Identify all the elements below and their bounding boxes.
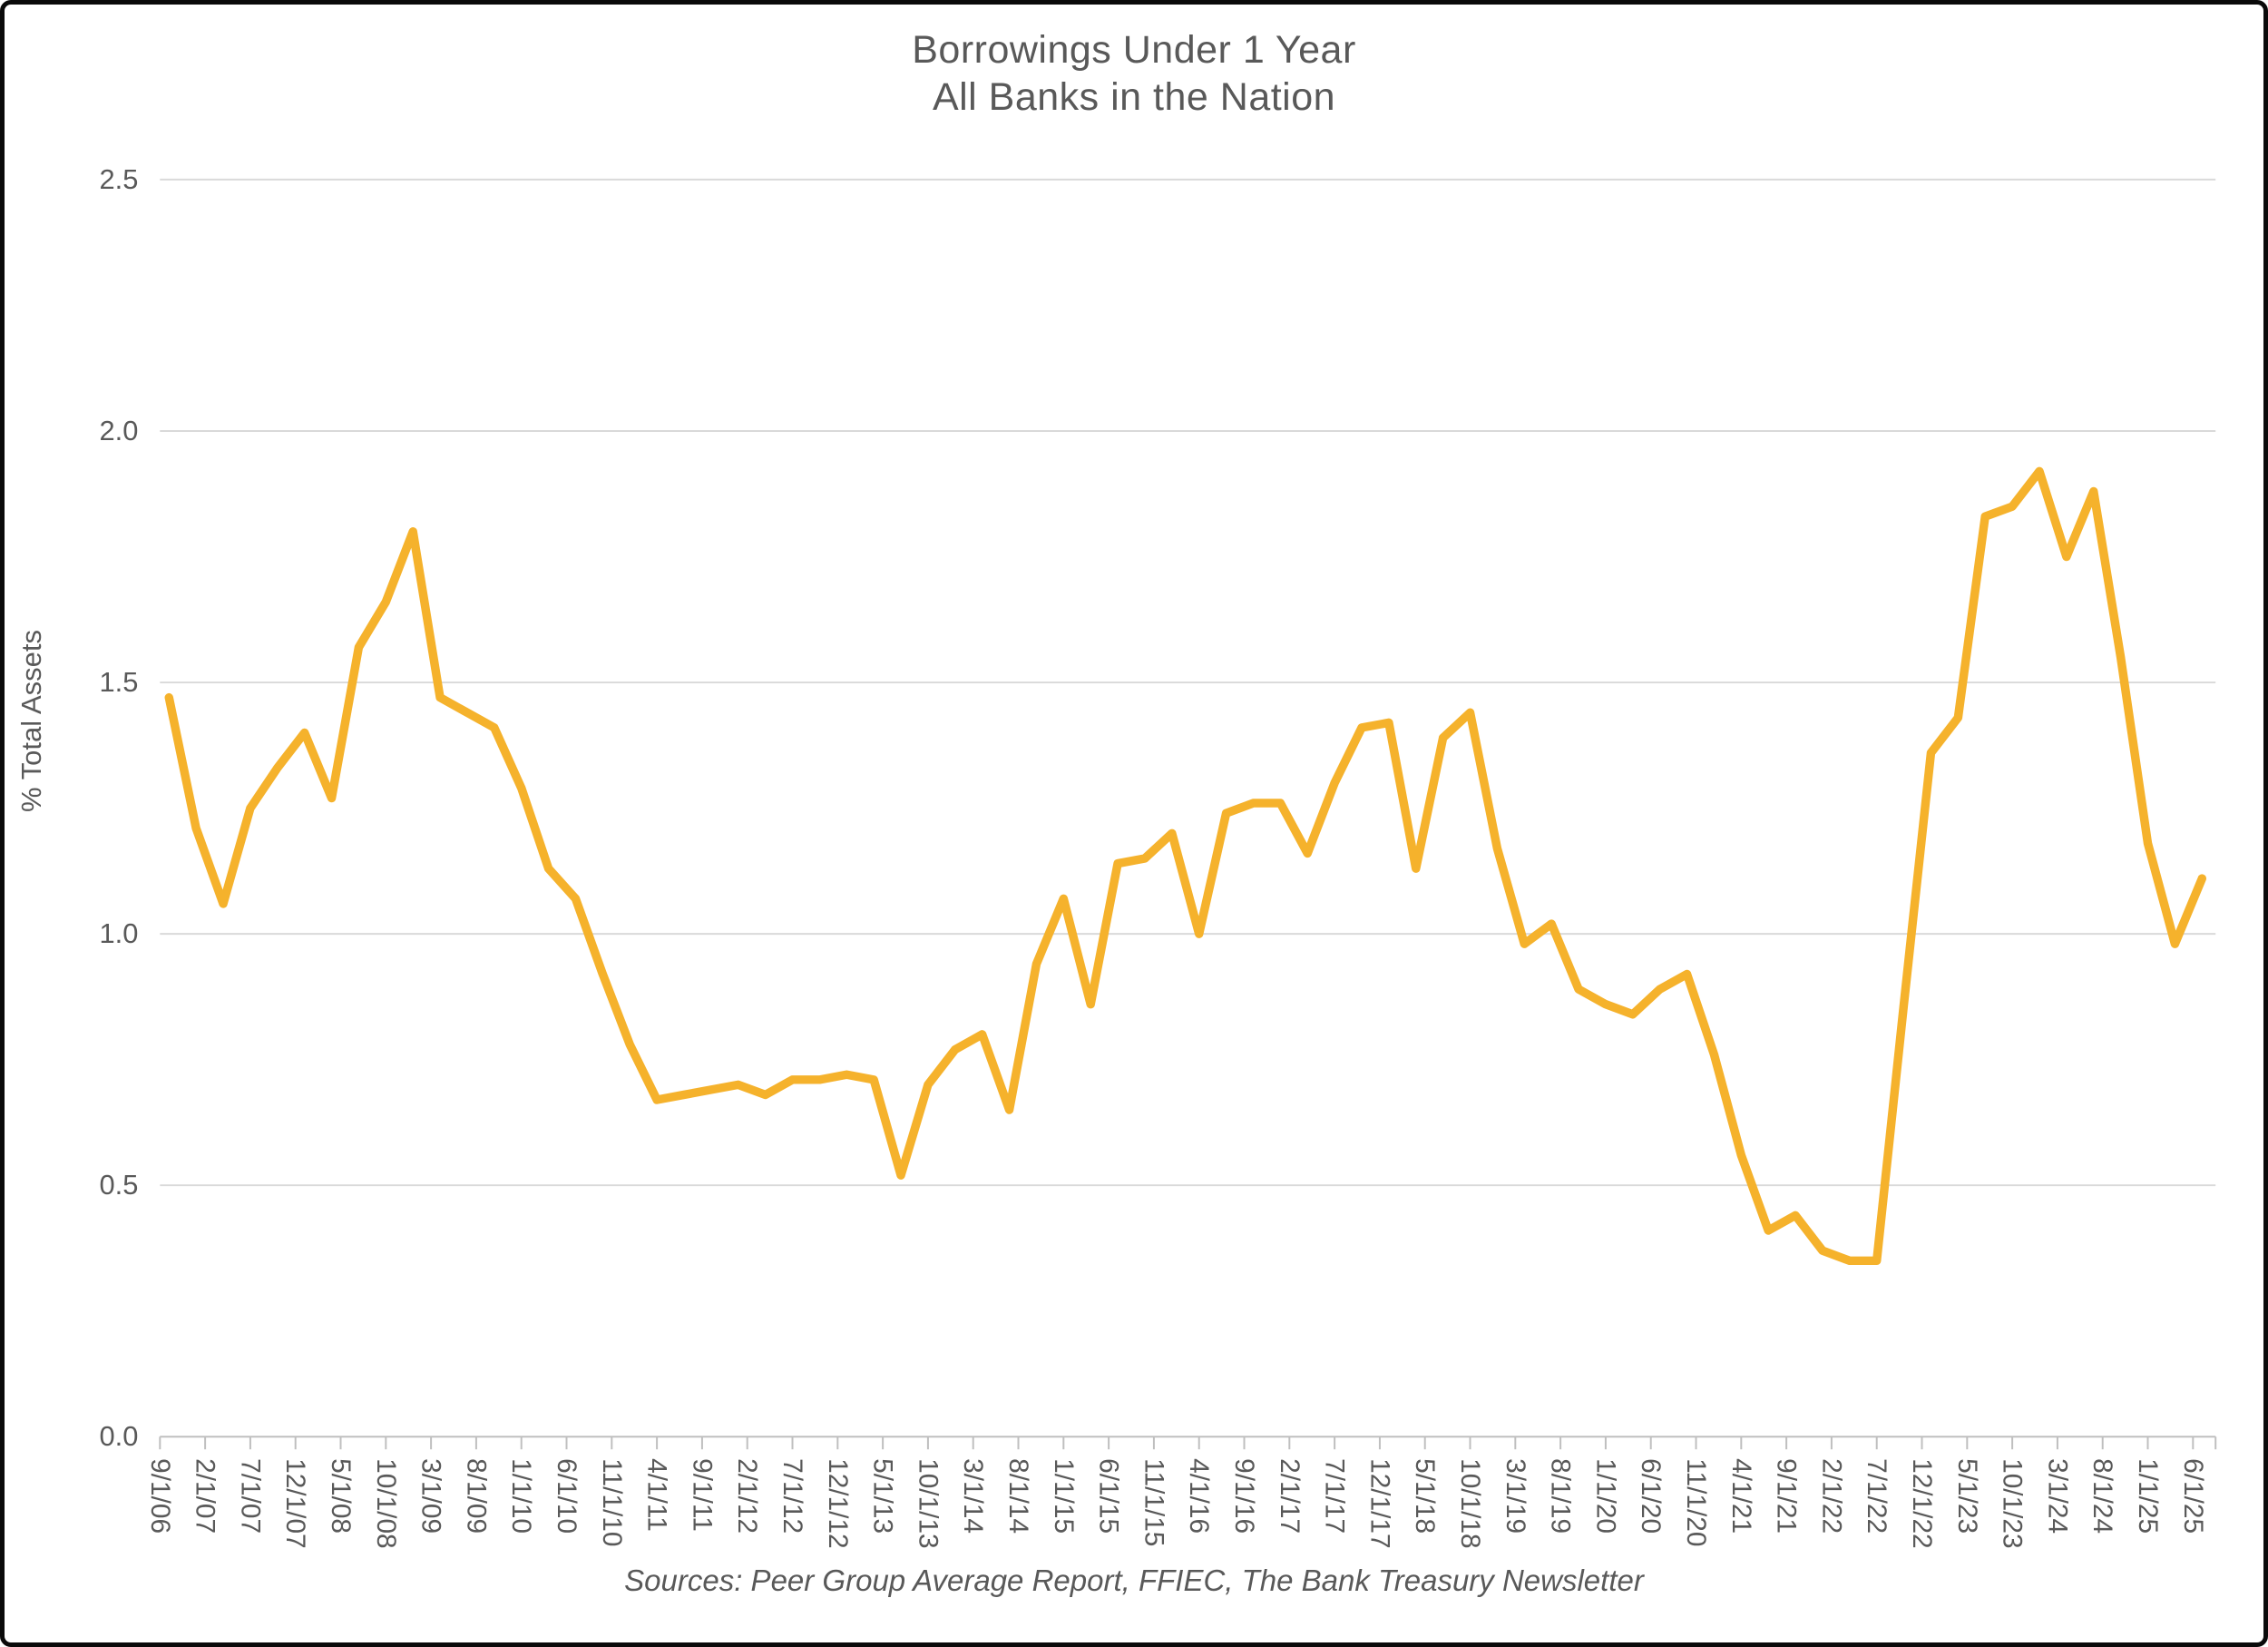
- data-series-line: [164, 466, 2207, 1266]
- x-tick-label: 7/1/12: [777, 1458, 807, 1534]
- x-tick-label: 2/1/12: [732, 1458, 762, 1534]
- y-tick-label: 1.0: [99, 917, 138, 949]
- source-note: Sources: Peer Group Average Report, FFIE…: [624, 1564, 1644, 1597]
- x-tick-label: 5/1/23: [1952, 1458, 1982, 1534]
- chart-title: Borrowings Under 1 Year: [912, 28, 1356, 72]
- x-tick-label: 9/1/06: [145, 1458, 175, 1534]
- x-tick-label: 1/1/25: [2133, 1458, 2163, 1534]
- x-tick-label: 12/1/17: [1364, 1458, 1394, 1549]
- x-tick-label: 12/1/07: [280, 1458, 310, 1549]
- chart-subtitle: All Banks in the Nation: [932, 75, 1336, 120]
- x-tick-label: 1/1/20: [1590, 1458, 1620, 1534]
- x-tick-label: 2/1/17: [1275, 1458, 1305, 1534]
- x-tick-label: 5/1/08: [326, 1458, 356, 1534]
- x-tick-label: 7/1/22: [1862, 1458, 1892, 1534]
- chart-title-block: Borrowings Under 1 Year All Banks in the…: [5, 26, 2263, 122]
- x-tick-label: 10/1/13: [913, 1458, 943, 1549]
- x-tick-label: 6/1/15: [1094, 1458, 1124, 1534]
- x-tick-label: 2/1/22: [1816, 1458, 1846, 1534]
- line-chart: 2.5 2.0 1.5 1.0 0.5 0.09/1/06 2/1/07 7/1/07 12/1…: [99, 163, 2217, 1549]
- x-tick-label: 4/1/16: [1184, 1458, 1214, 1534]
- x-tick-label: 5/1/13: [868, 1458, 898, 1534]
- x-tick-label: 3/1/14: [958, 1458, 988, 1534]
- y-axis-title: % Total Assets: [15, 629, 47, 812]
- x-tick-label: 11/1/20: [1681, 1458, 1711, 1546]
- y-tick-label: 0.5: [99, 1169, 138, 1201]
- x-tick-label: 3/1/09: [416, 1458, 446, 1534]
- x-tick-label: 7/1/07: [235, 1458, 265, 1534]
- x-tick-label: 4/1/21: [1726, 1458, 1756, 1534]
- x-tick-label: 11/1/15: [1139, 1458, 1168, 1546]
- y-tick-label: 2.0: [99, 415, 138, 446]
- x-tick-label: 3/1/24: [2042, 1458, 2072, 1534]
- x-tick-label: 7/1/17: [1320, 1458, 1350, 1534]
- x-tick-label: 10/1/18: [1455, 1458, 1485, 1549]
- x-tick-label: 8/1/14: [1003, 1458, 1033, 1534]
- x-tick-label: 8/1/24: [2087, 1458, 2117, 1534]
- x-tick-label: 9/1/16: [1229, 1458, 1259, 1534]
- x-tick-label: 11/1/10: [597, 1458, 627, 1546]
- x-tick-label: 6/1/10: [552, 1458, 582, 1534]
- x-tick-label: 9/1/11: [687, 1458, 717, 1532]
- x-tick-label: 1/1/10: [506, 1458, 536, 1534]
- x-tick-label: 2/1/07: [191, 1458, 220, 1534]
- y-tick-label: 0.0: [99, 1420, 138, 1452]
- x-tick-label: 10/1/08: [371, 1458, 401, 1549]
- x-tick-label: 6/1/20: [1636, 1458, 1666, 1534]
- x-tick-label: 4/1/11: [642, 1458, 672, 1532]
- x-tick-label: 8/1/09: [461, 1458, 491, 1534]
- x-tick-label: 3/1/19: [1501, 1458, 1530, 1534]
- x-tick-label: 12/1/12: [823, 1458, 853, 1549]
- x-tick-label: 12/1/22: [1907, 1458, 1937, 1549]
- x-tick-label: 1/1/15: [1049, 1458, 1079, 1534]
- x-tick-label: 6/1/25: [2178, 1458, 2208, 1534]
- x-tick-label: 8/1/19: [1546, 1458, 1576, 1534]
- y-tick-label: 1.5: [99, 666, 138, 698]
- x-tick-label: 10/1/23: [1998, 1458, 2028, 1549]
- x-tick-label: 9/1/21: [1772, 1458, 1802, 1534]
- y-tick-label: 2.5: [99, 163, 138, 195]
- x-tick-label: 5/1/18: [1410, 1458, 1440, 1534]
